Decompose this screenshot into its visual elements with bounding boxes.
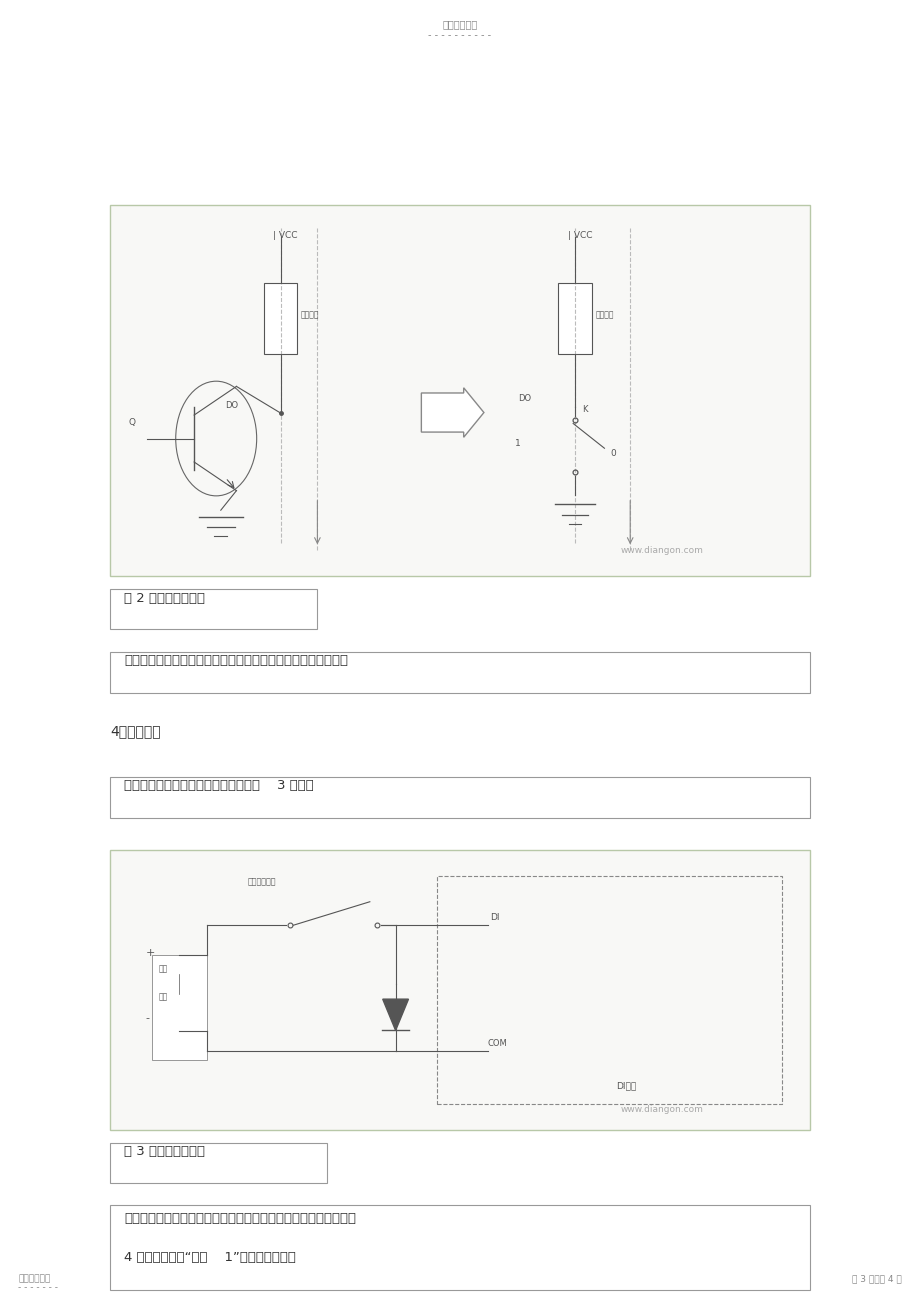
Text: DO: DO	[517, 395, 530, 403]
Bar	[110, 652, 809, 693]
Text: Q: Q	[129, 418, 136, 427]
Text: 源极输出设备提供电源或正电压，等效于连接到电源的开关，如图: 源极输出设备提供电源或正电压，等效于连接到电源的开关，如图	[124, 1212, 356, 1225]
Bar	[152, 955, 207, 1059]
Bar	[110, 205, 809, 576]
Text: COM: COM	[487, 1038, 506, 1048]
Text: DI模块: DI模块	[616, 1081, 636, 1091]
Text: 外部设备: 外部设备	[301, 311, 319, 319]
Text: 外部设备: 外部设备	[595, 311, 613, 319]
Bar	[110, 1143, 326, 1183]
Text: DO: DO	[225, 401, 238, 409]
Bar	[110, 850, 809, 1130]
Text: 图 2 漏极输出示意图: 图 2 漏极输出示意图	[124, 592, 205, 605]
Text: | VCC: | VCC	[567, 231, 592, 240]
Text: 源极输出设备: 源极输出设备	[248, 877, 276, 886]
Bar	[110, 589, 317, 629]
Text: 1: 1	[515, 439, 520, 447]
Text: - - - - - - -: - - - - - - -	[18, 1283, 58, 1293]
Text: 精选学习资料: 精选学习资料	[442, 20, 477, 30]
Text: - - - - - - - - - -: - - - - - - - - - -	[428, 30, 491, 40]
Bar	[264, 283, 297, 354]
Bar	[110, 777, 809, 818]
Text: 源极输入设备的信号源（漏极输出）只能提供到地的驱动能力。: 源极输入设备的信号源（漏极输出）只能提供到地的驱动能力。	[124, 654, 347, 667]
Bar	[437, 876, 781, 1104]
Text: | VCC: | VCC	[273, 231, 298, 240]
Bar	[110, 1205, 809, 1290]
Text: 图 3 漏极输入示意图: 图 3 漏极输入示意图	[124, 1145, 205, 1158]
Polygon shape	[382, 999, 408, 1031]
Text: 名师归纳总结: 名师归纳总结	[18, 1274, 51, 1283]
Text: 外部: 外部	[158, 964, 167, 973]
Text: K: K	[582, 405, 587, 413]
Text: 4．漏极输入: 4．漏极输入	[110, 724, 161, 739]
Text: 4 所示。当输出“逻辑    1”时，开关导通。: 4 所示。当输出“逻辑 1”时，开关导通。	[124, 1251, 296, 1264]
Text: www.diangon.com: www.diangon.com	[620, 546, 703, 555]
Text: DI: DI	[490, 913, 499, 923]
FancyArrow shape	[421, 388, 483, 438]
Text: 电源: 电源	[158, 993, 167, 1002]
Text: www.diangon.com: www.diangon.com	[620, 1105, 703, 1114]
Text: 第 3 页，共 4 页: 第 3 页，共 4 页	[851, 1274, 901, 1283]
Text: -: -	[145, 1012, 149, 1023]
Text: 漏极输入用于连接源级输出设备，如图    3 所示。: 漏极输入用于连接源级输出设备，如图 3 所示。	[124, 779, 313, 792]
Text: +: +	[145, 947, 154, 958]
Bar	[558, 283, 591, 354]
Text: 0: 0	[609, 450, 615, 457]
